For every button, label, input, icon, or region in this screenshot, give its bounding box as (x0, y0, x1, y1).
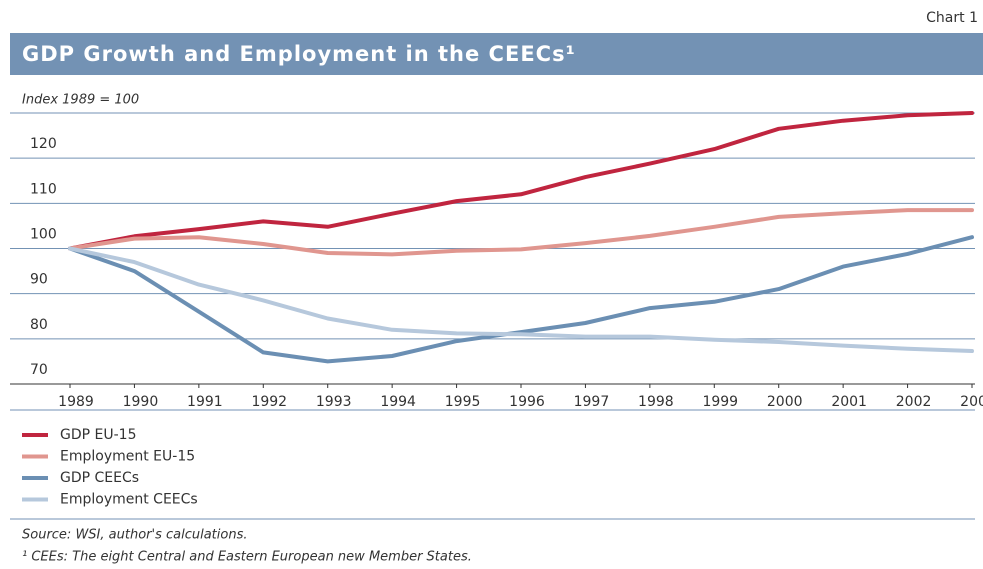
x-tick-label: 2002 (896, 394, 932, 410)
line-series (68, 235, 974, 364)
x-tick-label: 1993 (316, 394, 352, 410)
x-tick-label: 2003 (960, 394, 983, 410)
y-axis-label: Index 1989 = 100 (22, 93, 139, 108)
legend-label: GDP CEECs (60, 470, 139, 486)
y-tick-label: 90 (30, 272, 48, 288)
x-tick-label: 1994 (380, 394, 416, 410)
source: Source: WSI, author's calculations. (22, 528, 247, 543)
x-tick-label: 1990 (123, 394, 159, 410)
x-tick-label: 1996 (509, 394, 545, 410)
chart-label: Chart 1 (926, 10, 978, 26)
legend-label: Employment EU-15 (60, 449, 195, 465)
title-bar (10, 33, 983, 75)
line-series (68, 208, 974, 257)
y-tick-label: 70 (30, 362, 48, 378)
line-series (68, 246, 974, 353)
x-tick-label: 2001 (831, 394, 867, 410)
line-series (68, 111, 974, 251)
y-tick-label: 80 (30, 317, 48, 333)
legend-label: GDP EU-15 (60, 427, 136, 443)
footnote: ¹ CEEs: The eight Central and Eastern Eu… (22, 550, 472, 565)
x-tick-label: 1998 (638, 394, 674, 410)
y-tick-label: 120 (30, 136, 57, 152)
x-tick-label: 1997 (574, 394, 610, 410)
x-tick-label: 1991 (187, 394, 223, 410)
x-tick-label: 1995 (445, 394, 481, 410)
x-tick-label: 1992 (251, 394, 287, 410)
x-tick-label: 1989 (58, 394, 94, 410)
x-tick-label: 1999 (702, 394, 738, 410)
y-tick-label: 110 (30, 181, 57, 197)
chart-title: GDP Growth and Employment in the CEECs¹ (22, 42, 576, 66)
x-tick-label: 2000 (767, 394, 803, 410)
legend-label: Employment CEECs (60, 492, 198, 508)
y-tick-label: 100 (30, 227, 57, 243)
